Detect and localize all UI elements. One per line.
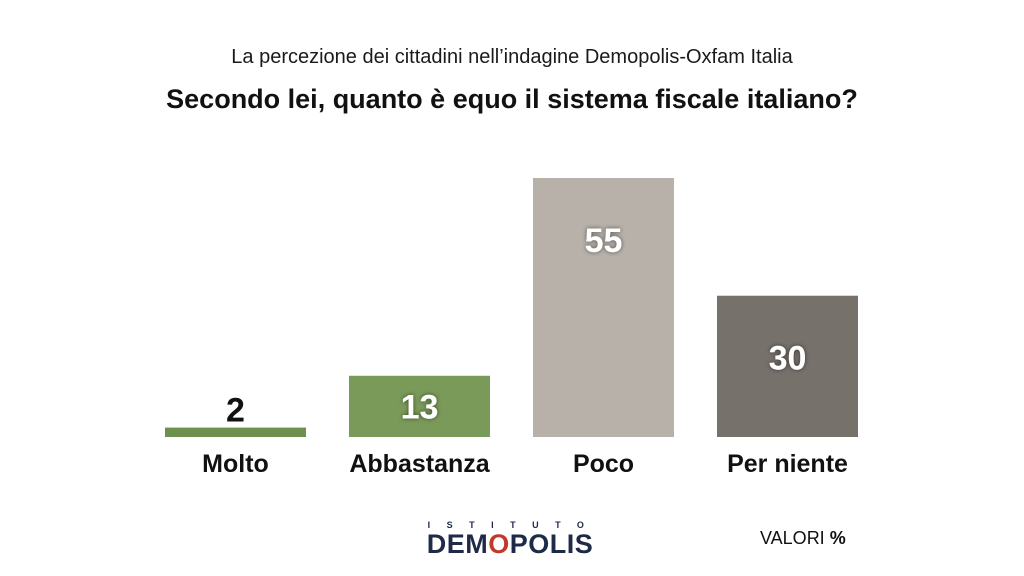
- unit-label: VALORI %: [760, 528, 846, 548]
- category-label: Poco: [573, 450, 634, 478]
- bar-abbastanza: [349, 375, 490, 437]
- category-label: Abbastanza: [349, 450, 490, 478]
- category-label: Per niente: [727, 450, 848, 478]
- bar-poco: [533, 178, 674, 437]
- logo-top-text: ISTITUTO: [427, 520, 601, 530]
- bar-per-niente: [717, 295, 858, 437]
- bar-molto: [165, 427, 306, 437]
- category-label: Molto: [202, 450, 269, 478]
- value-label: 13: [401, 388, 439, 426]
- value-label: 30: [769, 340, 807, 378]
- bar-chart: 2 Molto 13 Abbastanza 55 Poco 30 Per niente: [165, 178, 858, 478]
- chart-subtitle: La percezione dei cittadini nell’indagin…: [231, 46, 793, 68]
- demopolis-logo: ISTITUTO DEMOPOLIS: [404, 520, 616, 559]
- value-label: 55: [585, 222, 623, 260]
- logo-main-text: DEMOPOLIS: [426, 529, 594, 559]
- value-label: 2: [226, 392, 245, 430]
- chart-title: Secondo lei, quanto è equo il sistema fi…: [166, 84, 858, 114]
